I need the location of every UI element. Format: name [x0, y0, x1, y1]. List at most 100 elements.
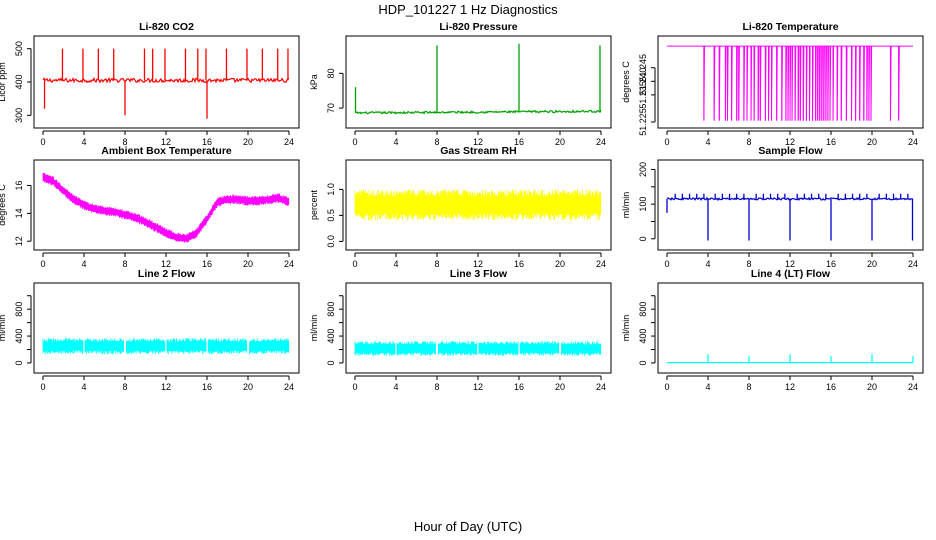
- panel-4: Ambient Box Temperature 0 4 8 12 16 20 24 12 14 16…: [0, 145, 300, 269]
- x-tick-label: 24: [908, 259, 918, 269]
- y-tick-label: 100: [638, 197, 648, 212]
- x-tick-label: 24: [284, 382, 294, 392]
- x-tick-label: 24: [908, 382, 918, 392]
- x-tick-label: 8: [434, 137, 439, 147]
- panel-title: Li-820 Temperature: [742, 21, 838, 33]
- y-tick-label: 400: [638, 329, 648, 344]
- panel-8: Line 3 Flow 0 4 8 12 16 20 24 0 400 800 ml/min: [309, 268, 612, 392]
- plot-frame: [657, 159, 924, 251]
- x-tick-label: 24: [596, 259, 606, 269]
- x-tick-label: 0: [664, 137, 669, 147]
- y-tick-label: 12: [14, 236, 24, 246]
- y-tick-label: 0: [14, 360, 24, 365]
- y-axis-label: ml/min: [621, 315, 631, 342]
- y-tick-label: 16: [14, 180, 24, 190]
- x-tick-label: 16: [826, 382, 836, 392]
- x-tick-label: 4: [81, 259, 86, 269]
- panel-1: Li-820 CO2 0 4 8 12 16 20 24 300 400 500 Licor ppm: [0, 21, 300, 147]
- x-tick-label: 12: [473, 259, 483, 269]
- figure-xlabel: Hour of Day (UTC): [414, 519, 522, 534]
- y-axis-label: ml/min: [0, 315, 7, 342]
- plot-frame: [657, 35, 924, 129]
- x-tick-label: 20: [867, 137, 877, 147]
- series-pressure: [354, 43, 602, 115]
- x-tick-label: 0: [40, 137, 45, 147]
- series-sample-flow: [666, 193, 914, 241]
- series-band: [354, 189, 602, 221]
- x-tick-label: 24: [596, 382, 606, 392]
- x-tick-label: 4: [393, 137, 398, 147]
- panel-6: Sample Flow 0 4 8 12 16 20 24 0 100 200 ml/min: [621, 145, 924, 269]
- plot-frame: [33, 159, 300, 251]
- panel-title: Sample Flow: [758, 145, 823, 157]
- x-tick-label: 20: [243, 382, 253, 392]
- x-tick-label: 24: [596, 137, 606, 147]
- series-rh: [354, 189, 602, 221]
- x-tick-label: 8: [746, 382, 751, 392]
- x-tick-label: 20: [243, 137, 253, 147]
- y-axis-label: degrees C: [0, 184, 7, 226]
- y-tick-label: 400: [14, 329, 24, 344]
- x-tick-label: 12: [785, 137, 795, 147]
- y-tick-label: 51.240: [638, 68, 648, 96]
- series-box-temperature: [42, 172, 290, 243]
- y-tick-label: 800: [14, 302, 24, 317]
- y-tick-label: 70: [326, 103, 336, 113]
- x-tick-label: 12: [161, 382, 171, 392]
- x-tick-label: 0: [352, 259, 357, 269]
- x-tick-label: 4: [393, 382, 398, 392]
- plot-frame: [33, 282, 300, 374]
- x-tick-label: 8: [434, 382, 439, 392]
- y-tick-label: 0.0: [326, 235, 336, 248]
- y-tick-label: 800: [326, 302, 336, 317]
- x-tick-label: 16: [514, 259, 524, 269]
- x-tick-label: 4: [705, 382, 710, 392]
- x-tick-label: 12: [785, 259, 795, 269]
- y-tick-label: 0: [326, 360, 336, 365]
- y-tick-label: 14: [14, 208, 24, 218]
- plot-frame: [657, 282, 924, 374]
- series-co2: [42, 48, 290, 119]
- series-band: [354, 341, 602, 356]
- series-band: [42, 338, 290, 355]
- panel-7: Line 2 Flow 0 4 8 12 16 20 24 0 400 800 ml/min: [0, 268, 300, 392]
- panel-title: Line 2 Flow: [138, 268, 196, 280]
- y-tick-label: 0.5: [326, 209, 336, 222]
- y-tick-label: 51.235: [638, 81, 648, 109]
- panel-title: Ambient Box Temperature: [101, 145, 232, 157]
- x-tick-label: 0: [352, 137, 357, 147]
- y-tick-label: 1.0: [326, 183, 336, 196]
- panel-5: Gas Stream RH 0 4 8 12 16 20 24 0.0 0.5 1.0 percent: [309, 145, 612, 269]
- y-tick-label: 0: [638, 360, 648, 365]
- x-tick-label: 16: [826, 259, 836, 269]
- series-temperature: [667, 45, 913, 121]
- plot-frame: [345, 159, 612, 251]
- x-tick-label: 0: [664, 382, 669, 392]
- y-axis-label: degrees C: [621, 61, 631, 103]
- x-tick-label: 20: [243, 259, 253, 269]
- x-tick-label: 8: [746, 137, 751, 147]
- figure-title: HDP_101227 1 Hz Diagnostics: [378, 2, 558, 17]
- x-tick-label: 16: [202, 259, 212, 269]
- y-tick-label: 400: [326, 329, 336, 344]
- x-tick-label: 24: [284, 137, 294, 147]
- panel-title: Li-820 Pressure: [439, 21, 517, 33]
- y-axis-label: percent: [309, 189, 319, 220]
- y-tick-label: 200: [638, 162, 648, 177]
- series-line: [354, 109, 602, 115]
- series-band: [42, 172, 290, 243]
- x-tick-label: 16: [202, 137, 212, 147]
- series-line-4-flow: [667, 354, 914, 364]
- x-tick-label: 12: [473, 137, 483, 147]
- y-axis-label: ml/min: [621, 192, 631, 219]
- x-tick-label: 16: [514, 382, 524, 392]
- x-tick-label: 20: [555, 259, 565, 269]
- x-tick-label: 20: [555, 137, 565, 147]
- x-tick-label: 24: [284, 259, 294, 269]
- x-tick-label: 12: [473, 382, 483, 392]
- x-tick-label: 12: [161, 137, 171, 147]
- panel-title: Line 3 Flow: [450, 268, 508, 280]
- y-axis-label: kPa: [309, 74, 319, 90]
- x-tick-label: 4: [81, 382, 86, 392]
- x-tick-label: 20: [555, 382, 565, 392]
